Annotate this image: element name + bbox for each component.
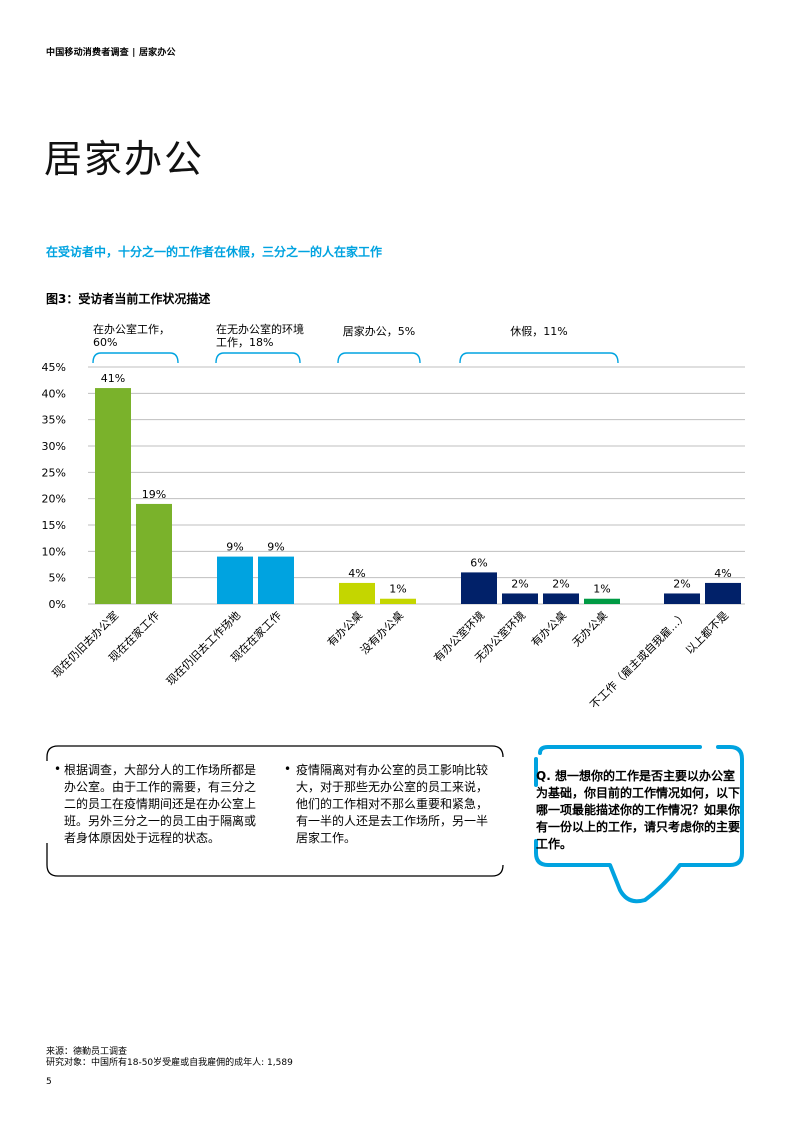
bar-value-label: 19% [142, 488, 166, 501]
bar-value-label: 1% [389, 583, 406, 596]
y-tick-label: 45% [42, 361, 66, 374]
y-tick-label: 25% [42, 466, 66, 479]
bar [543, 593, 579, 604]
bar-value-label: 2% [552, 577, 569, 590]
x-category-label: 有办公桌 [528, 608, 569, 649]
bar-value-label: 4% [714, 567, 731, 580]
page-number: 5 [46, 1077, 52, 1087]
bar-value-label: 9% [267, 541, 284, 554]
group-bracket [459, 352, 619, 364]
bar-value-label: 6% [470, 556, 487, 569]
bar [136, 503, 172, 604]
question-text: Q. 想一想你的工作是否主要以办公室为基础，你目前的工作情况如何，以下哪一项最能… [536, 769, 741, 851]
bar [95, 388, 131, 604]
bar [584, 598, 620, 604]
x-category-label: 现在仍旧去办公室 [49, 608, 121, 680]
bar [705, 582, 741, 604]
y-tick-label: 10% [42, 545, 66, 558]
question-bubble [534, 745, 744, 904]
note-right: 疫情隔离对有办公室的员工影响比较大，对于那些无办公室的员工来说，他们的工作相对不… [296, 763, 489, 845]
note-bullet: • [54, 762, 62, 776]
sample-line: 研究对象：中国所有18-50岁受雇或自我雇佣的成年人: 1,589 [46, 1058, 293, 1068]
page-header: 中国移动消费者调查 | 居家办公 [46, 48, 176, 58]
notes-bracket [46, 745, 504, 877]
bar-value-label: 4% [348, 567, 365, 580]
y-tick-label: 40% [42, 387, 66, 400]
bar [217, 556, 253, 604]
group-label: 居家办公，5% [343, 324, 415, 338]
y-tick-label: 20% [42, 493, 66, 506]
bar-value-label: 41% [101, 372, 125, 385]
bar [339, 582, 375, 604]
y-tick-label: 30% [42, 440, 66, 453]
group-bracket [215, 352, 301, 364]
group-label: 工作，18% [216, 336, 273, 349]
bar [258, 556, 294, 604]
bar-chart: 0% 5% 10% 15% 20% 25% 30% 35% 40% 45% 在办公室工作，60% 41… [42, 322, 745, 711]
page-title: 居家办公 [44, 137, 205, 181]
bar [502, 593, 538, 604]
y-tick-label: 15% [42, 519, 66, 532]
x-category-label: 无办公桌 [570, 609, 610, 649]
bar-value-label: 9% [226, 541, 243, 554]
bar [380, 598, 416, 604]
notes-box: • 根据调查，大部分人的工作场所都是办公室。由于工作的需要，有三分之二的员工在疫… [46, 745, 504, 877]
source-note: 来源：德勤员工调查 研究对象：中国所有18-50岁受雇或自我雇佣的成年人: 1,… [46, 1047, 293, 1069]
group-label: 在无办公室的环境 [216, 322, 304, 336]
bar [461, 572, 497, 604]
group-bracket [92, 352, 179, 364]
x-category-label: 以上都不是 [683, 609, 731, 657]
group-bracket [337, 352, 421, 364]
bar-value-label: 2% [511, 577, 528, 590]
x-category-label: 有办公桌 [324, 608, 365, 649]
figure-title: 图3：受访者当前工作状况描述 [46, 292, 211, 306]
bar-value-label: 1% [593, 583, 610, 596]
y-tick-label: 5% [49, 572, 66, 585]
note-left: 根据调查，大部分人的工作场所都是办公室。由于工作的需要，有三分之二的员工在疫情期… [64, 763, 257, 845]
x-category-label: 现在仍旧去工作场地 [163, 608, 243, 688]
group-label: 在办公室工作， [93, 322, 170, 336]
bar-value-label: 2% [673, 577, 690, 590]
source-line: 来源：德勤员工调查 [46, 1047, 128, 1057]
page-subtitle: 在受访者中，十分之一的工作者在休假，三分之一的人在家工作 [46, 245, 383, 259]
bar [664, 593, 700, 604]
y-tick-label: 0% [49, 598, 66, 611]
group-label: 60% [93, 336, 117, 349]
y-tick-label: 35% [42, 414, 66, 427]
x-category-label: 没有办公桌 [357, 608, 406, 657]
group-label: 休假，11% [510, 324, 567, 338]
note-bullet: • [284, 762, 292, 776]
